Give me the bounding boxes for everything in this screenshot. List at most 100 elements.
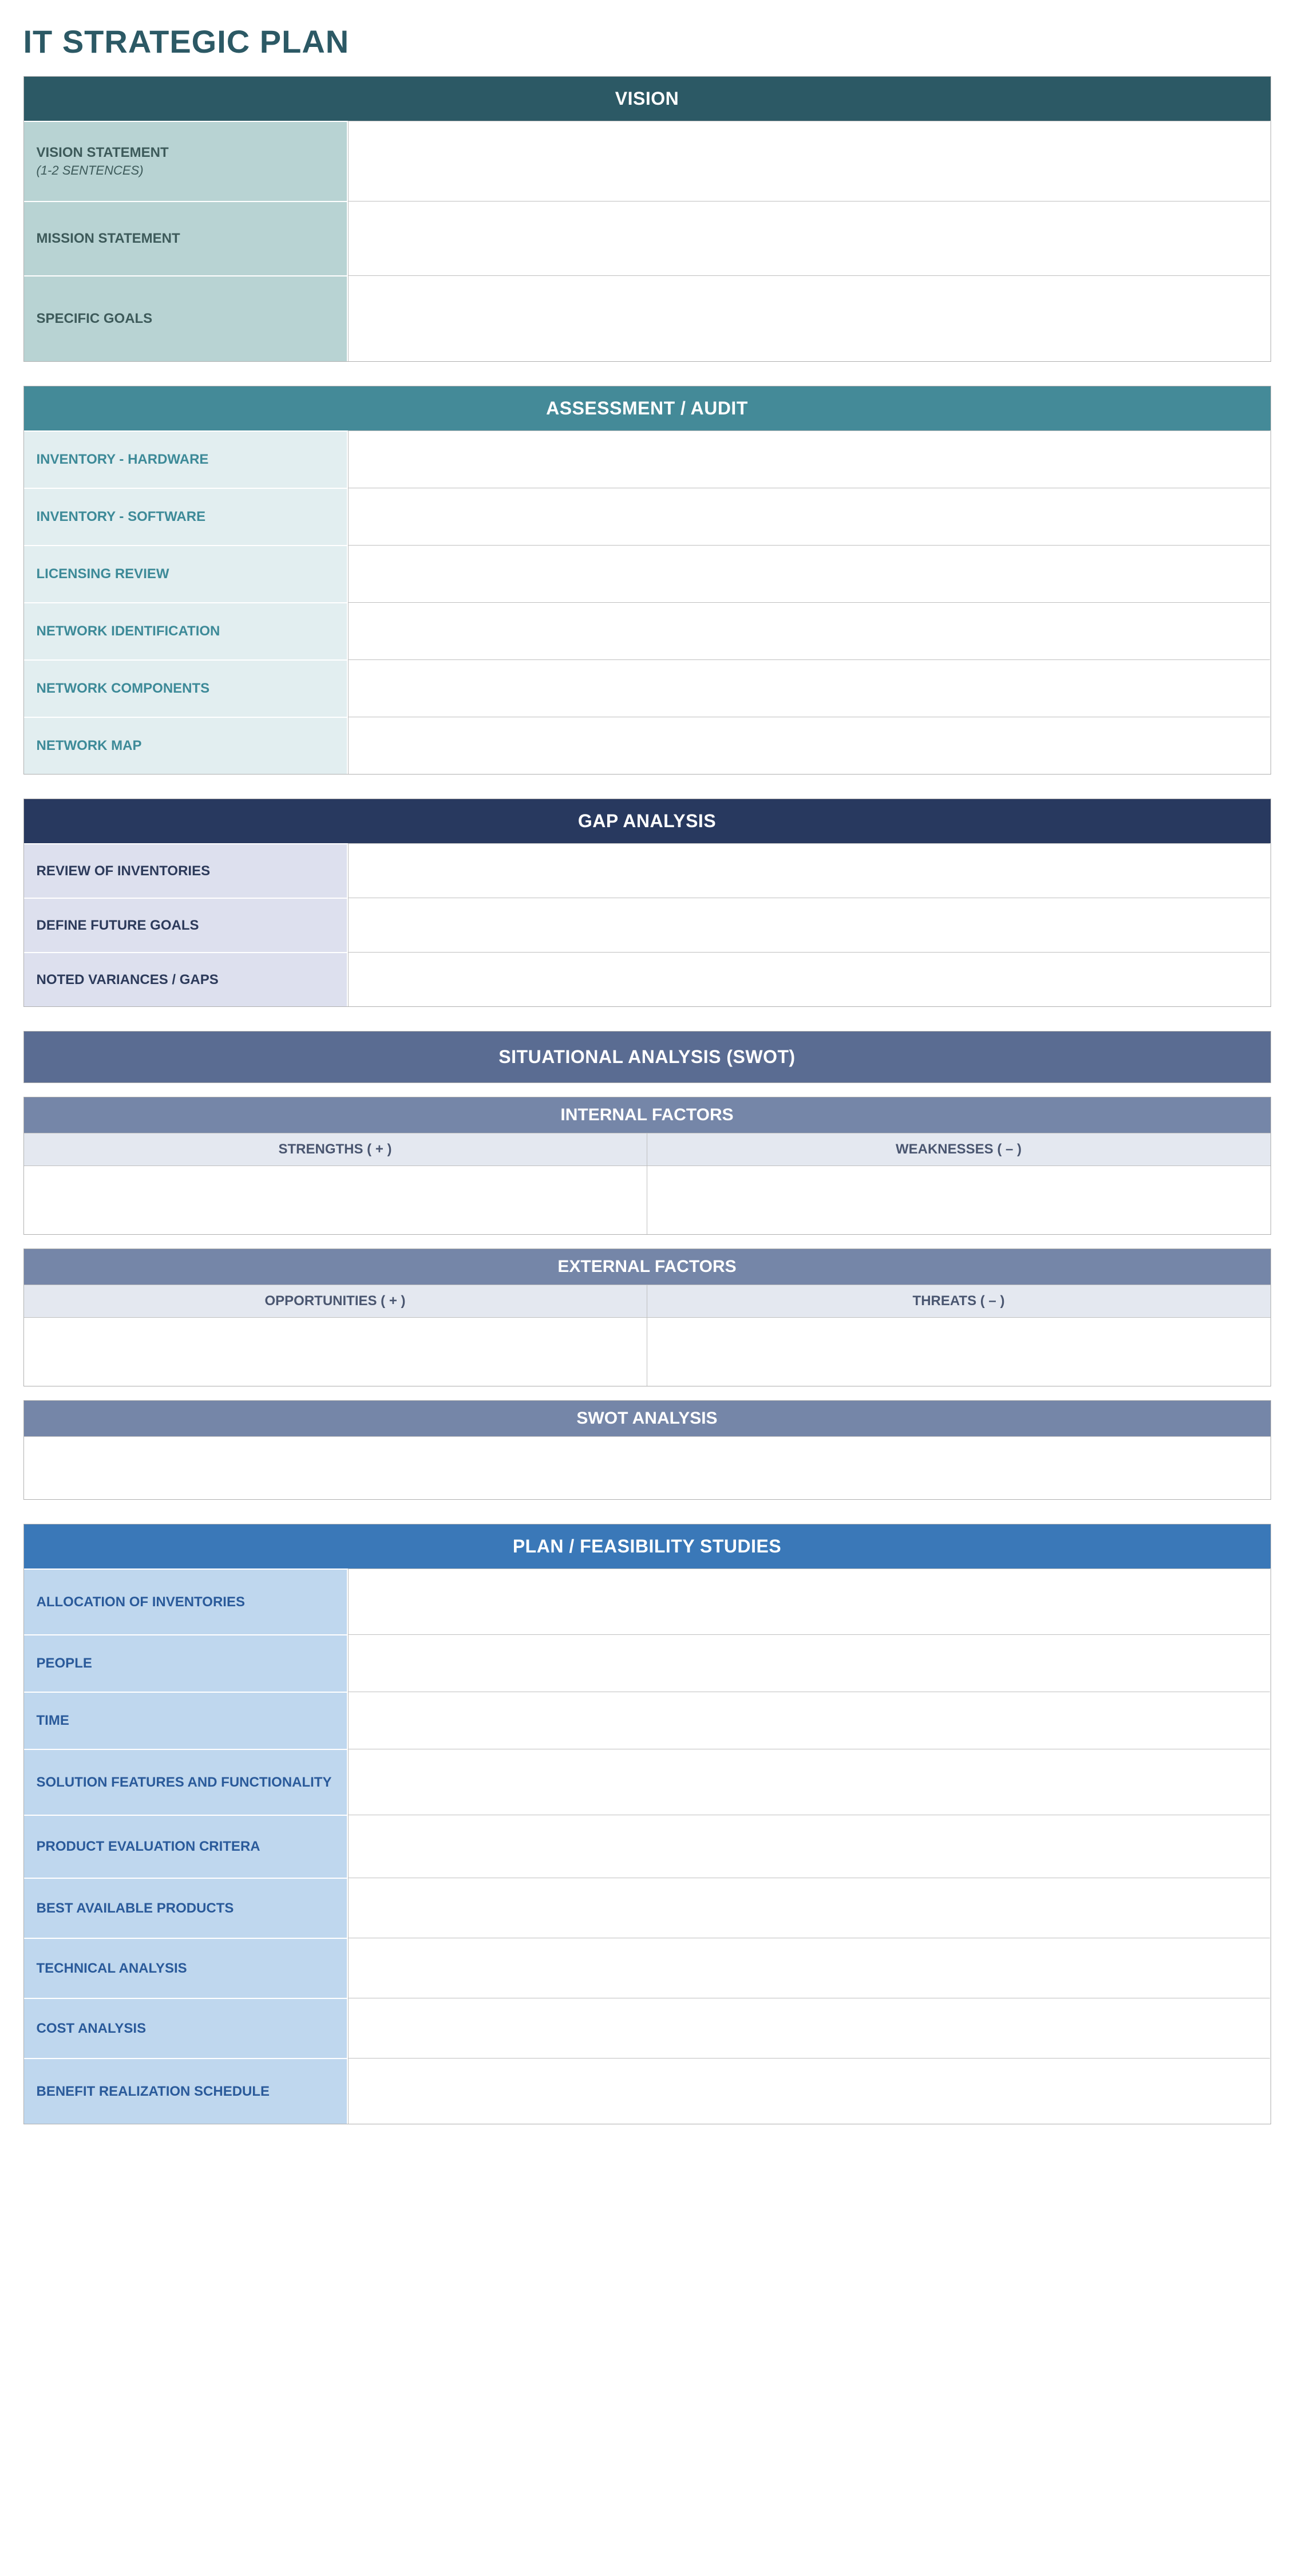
- row-label-text: VISION STATEMENT: [37, 145, 334, 161]
- plan-row-label: COST ANALYSIS: [24, 1998, 348, 2058]
- plan-row-label: PRODUCT EVALUATION CRITERA: [24, 1815, 348, 1878]
- plan-row: SOLUTION FEATURES AND FUNCTIONALITY: [24, 1749, 1271, 1815]
- swot-section: SITUATIONAL ANALYSIS (SWOT) INTERNAL FACT…: [23, 1031, 1271, 1500]
- vision-row: VISION STATEMENT (1-2 SENTENCES): [24, 121, 1271, 201]
- row-label-text: NETWORK IDENTIFICATION: [37, 623, 334, 639]
- plan-section: PLAN / FEASIBILITY STUDIES ALLOCATION OF …: [23, 1524, 1271, 2124]
- row-label-text: COST ANALYSIS: [37, 2021, 334, 2037]
- swot-internal-left-head: STRENGTHS ( + ): [24, 1133, 647, 1165]
- row-label-text: ALLOCATION OF INVENTORIES: [37, 1594, 334, 1610]
- assessment-row-value[interactable]: [348, 602, 1271, 659]
- plan-row: PRODUCT EVALUATION CRITERA: [24, 1815, 1271, 1878]
- plan-row-value[interactable]: [348, 1938, 1271, 1998]
- row-label-text: BENEFIT REALIZATION SCHEDULE: [37, 2084, 334, 2100]
- plan-row-value[interactable]: [348, 1749, 1271, 1815]
- assessment-row-label: LICENSING REVIEW: [24, 545, 348, 602]
- plan-row-value[interactable]: [348, 1815, 1271, 1878]
- swot-analysis-header: SWOT ANALYSIS: [24, 1401, 1271, 1436]
- plan-row-label: BEST AVAILABLE PRODUCTS: [24, 1878, 348, 1938]
- row-label-text: MISSION STATEMENT: [37, 231, 334, 247]
- assessment-row-value[interactable]: [348, 659, 1271, 717]
- vision-header: VISION: [24, 77, 1271, 121]
- gap-header: GAP ANALYSIS: [24, 799, 1271, 843]
- swot-header: SITUATIONAL ANALYSIS (SWOT): [24, 1032, 1271, 1082]
- row-label-text: LICENSING REVIEW: [37, 566, 334, 582]
- assessment-row-value[interactable]: [348, 430, 1271, 488]
- assessment-row: INVENTORY - SOFTWARE: [24, 488, 1271, 545]
- vision-row: SPECIFIC GOALS: [24, 275, 1271, 361]
- row-label-text: NOTED VARIANCES / GAPS: [37, 972, 334, 988]
- row-label-text: PEOPLE: [37, 1656, 334, 1672]
- vision-row-label: MISSION STATEMENT: [24, 201, 348, 275]
- plan-row-value[interactable]: [348, 2058, 1271, 2124]
- assessment-row-value[interactable]: [348, 488, 1271, 545]
- plan-row: TIME: [24, 1692, 1271, 1749]
- assessment-row-label: NETWORK COMPONENTS: [24, 659, 348, 717]
- row-label-text: TECHNICAL ANALYSIS: [37, 1961, 334, 1977]
- assessment-section: ASSESSMENT / AUDITINVENTORY - HARDWAREIN…: [23, 386, 1271, 775]
- plan-row-value[interactable]: [348, 1634, 1271, 1692]
- swot-internal-cell[interactable]: [24, 1165, 647, 1234]
- plan-row-value[interactable]: [348, 1998, 1271, 2058]
- row-sublabel: (1-2 SENTENCES): [37, 163, 334, 178]
- plan-row-label: TIME: [24, 1692, 348, 1749]
- assessment-row: INVENTORY - HARDWARE: [24, 430, 1271, 488]
- plan-row-value[interactable]: [348, 1568, 1271, 1634]
- row-label-text: INVENTORY - HARDWARE: [37, 452, 334, 468]
- plan-row-value[interactable]: [348, 1878, 1271, 1938]
- swot-internal-cell[interactable]: [647, 1165, 1271, 1234]
- vision-row-value[interactable]: [348, 201, 1271, 275]
- plan-row-label: PEOPLE: [24, 1634, 348, 1692]
- gap-section: GAP ANALYSIS REVIEW OF INVENTORIES DEFINE …: [23, 799, 1271, 1007]
- row-label-text: PRODUCT EVALUATION CRITERA: [37, 1839, 334, 1855]
- page: IT STRATEGIC PLAN VISIONVISION STATEMENT…: [23, 23, 1271, 2124]
- plan-row-value[interactable]: [348, 1692, 1271, 1749]
- gap-row-value[interactable]: [348, 952, 1271, 1006]
- plan-row: ALLOCATION OF INVENTORIES: [24, 1568, 1271, 1634]
- gap-row-value[interactable]: [348, 843, 1271, 898]
- vision-section: VISION VISION STATEMENT (1-2 SENTENCES) MIS…: [23, 76, 1271, 362]
- swot-internal-header: INTERNAL FACTORS: [24, 1097, 1271, 1133]
- row-label-text: DEFINE FUTURE GOALS: [37, 918, 334, 934]
- plan-row: PEOPLE: [24, 1634, 1271, 1692]
- plan-row-label: SOLUTION FEATURES AND FUNCTIONALITY: [24, 1749, 348, 1815]
- swot-external-left-head: OPPORTUNITIES ( + ): [24, 1285, 647, 1317]
- vision-row-value[interactable]: [348, 275, 1271, 361]
- assessment-row-label: NETWORK IDENTIFICATION: [24, 602, 348, 659]
- gap-row: DEFINE FUTURE GOALS: [24, 898, 1271, 952]
- plan-header: PLAN / FEASIBILITY STUDIES: [24, 1524, 1271, 1568]
- swot-internal-right-head: WEAKNESSES ( – ): [647, 1133, 1271, 1165]
- gap-row: REVIEW OF INVENTORIES: [24, 843, 1271, 898]
- page-title: IT STRATEGIC PLAN: [23, 23, 1271, 60]
- row-label-text: REVIEW OF INVENTORIES: [37, 863, 334, 879]
- row-label-text: INVENTORY - SOFTWARE: [37, 509, 334, 525]
- assessment-row-label: INVENTORY - SOFTWARE: [24, 488, 348, 545]
- swot-external-cell[interactable]: [647, 1317, 1271, 1386]
- vision-row-value[interactable]: [348, 121, 1271, 201]
- vision-row-label: SPECIFIC GOALS: [24, 275, 348, 361]
- assessment-row: NETWORK MAP: [24, 717, 1271, 774]
- gap-row-label: NOTED VARIANCES / GAPS: [24, 952, 348, 1006]
- row-label-text: SOLUTION FEATURES AND FUNCTIONALITY: [37, 1775, 334, 1791]
- assessment-row-label: NETWORK MAP: [24, 717, 348, 774]
- swot-external-right-head: THREATS ( – ): [647, 1285, 1271, 1317]
- swot-external-header: EXTERNAL FACTORS: [24, 1249, 1271, 1285]
- assessment-row: NETWORK COMPONENTS: [24, 659, 1271, 717]
- plan-row-label: BENEFIT REALIZATION SCHEDULE: [24, 2058, 348, 2124]
- row-label-text: TIME: [37, 1713, 334, 1729]
- row-label-text: NETWORK MAP: [37, 738, 334, 754]
- gap-row-label: REVIEW OF INVENTORIES: [24, 843, 348, 898]
- swot-analysis-value[interactable]: [24, 1436, 1271, 1499]
- vision-row: MISSION STATEMENT: [24, 201, 1271, 275]
- row-label-text: SPECIFIC GOALS: [37, 311, 334, 327]
- assessment-row-label: INVENTORY - HARDWARE: [24, 430, 348, 488]
- swot-external-cell[interactable]: [24, 1317, 647, 1386]
- plan-row: COST ANALYSIS: [24, 1998, 1271, 2058]
- gap-row-value[interactable]: [348, 898, 1271, 952]
- assessment-row-value[interactable]: [348, 545, 1271, 602]
- gap-row-label: DEFINE FUTURE GOALS: [24, 898, 348, 952]
- plan-row: BENEFIT REALIZATION SCHEDULE: [24, 2058, 1271, 2124]
- plan-row-label: ALLOCATION OF INVENTORIES: [24, 1568, 348, 1634]
- plan-row: BEST AVAILABLE PRODUCTS: [24, 1878, 1271, 1938]
- assessment-row-value[interactable]: [348, 717, 1271, 774]
